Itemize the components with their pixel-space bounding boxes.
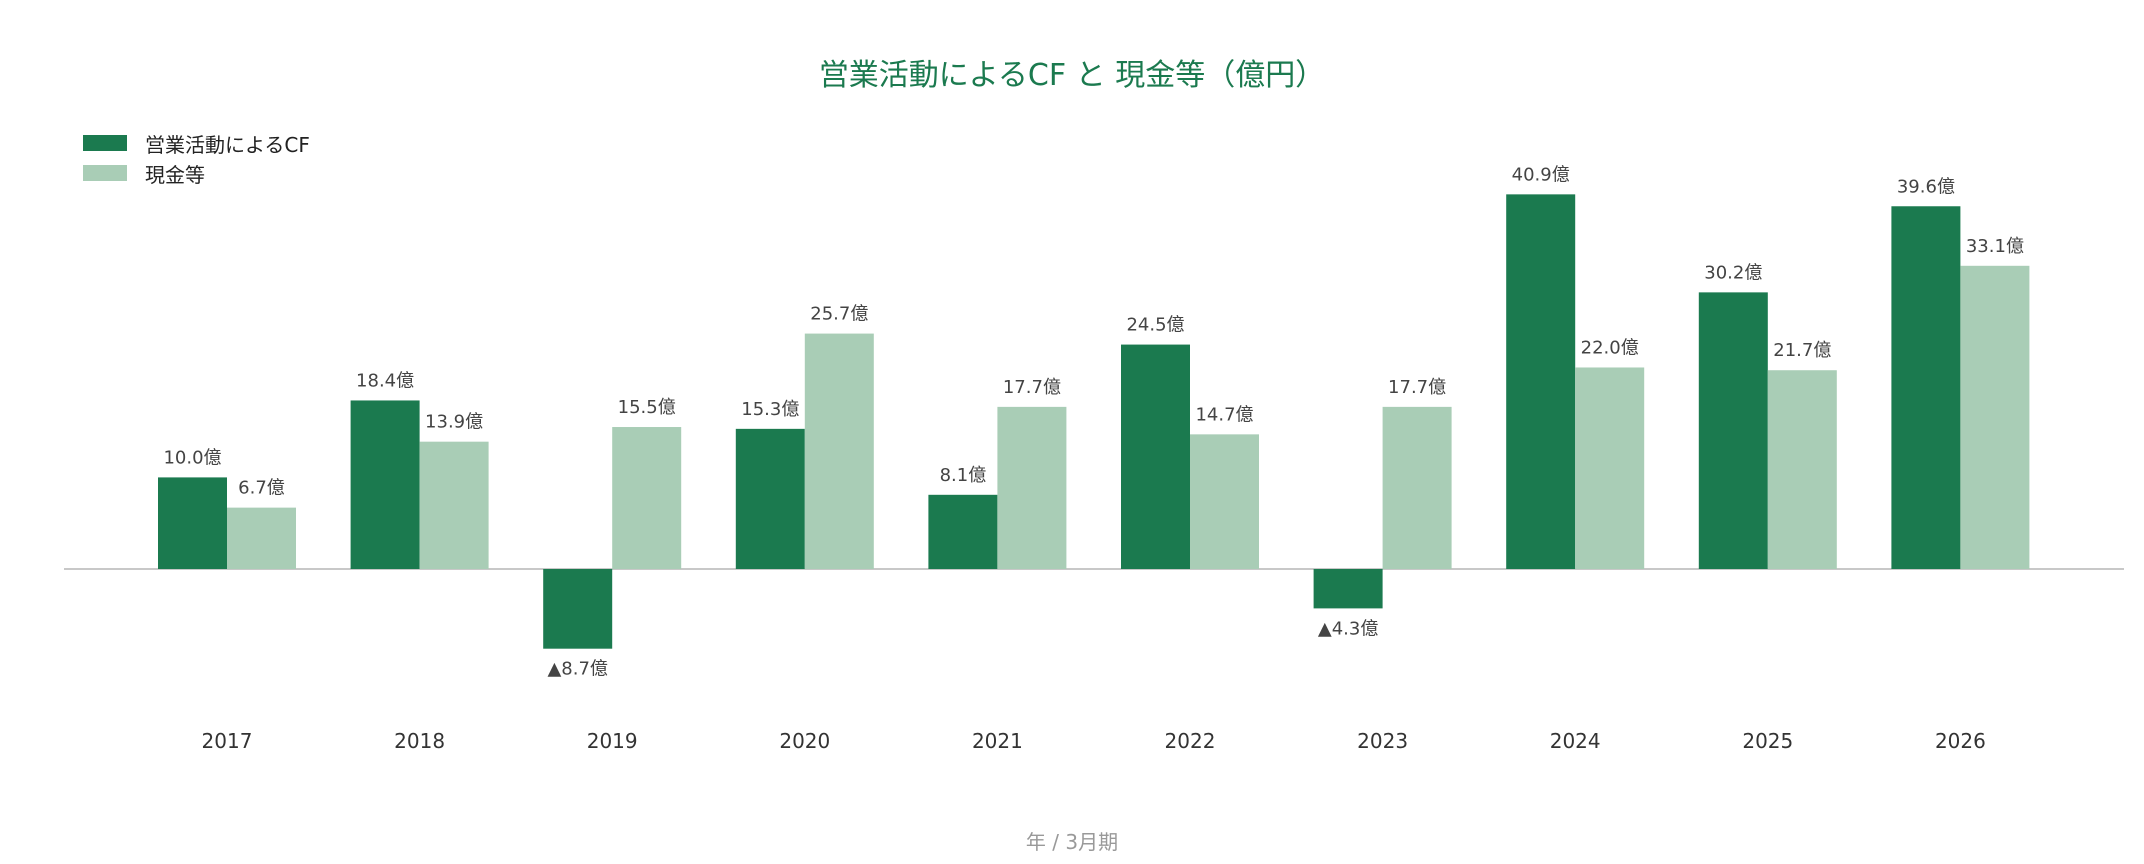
legend-item-operating-cf: 営業活動によるCF: [83, 128, 310, 158]
data-label-cash-2018: 13.9億: [425, 412, 483, 433]
data-label-operating-cf-2020: 15.3億: [741, 399, 799, 420]
x-tick-label-2024: 2024: [1550, 729, 1601, 753]
x-tick-label-2019: 2019: [587, 729, 638, 753]
bar-operating-cf-2024: [1506, 194, 1576, 569]
data-label-cash-2025: 21.7億: [1773, 340, 1831, 361]
data-label-cash-2026: 33.1億: [1966, 236, 2024, 257]
data-label-operating-cf-2025: 30.2億: [1704, 262, 1762, 283]
x-tick-label-2026: 2026: [1935, 729, 1986, 753]
bar-operating-cf-2026: [1891, 206, 1961, 570]
data-label-cash-2019: 15.5億: [618, 397, 676, 418]
data-label-cash-2022: 14.7億: [1195, 404, 1253, 425]
bar-operating-cf-2022: [1121, 344, 1190, 569]
x-tick-label-2018: 2018: [394, 729, 445, 753]
legend-item-cash: 現金等: [83, 158, 310, 188]
data-label-operating-cf-2018: 18.4億: [356, 370, 414, 391]
legend-swatch-operating-cf: [83, 135, 127, 151]
bar-cash-2019: [612, 427, 682, 569]
bar-cash-2017: [227, 507, 296, 569]
x-tick-label-2020: 2020: [779, 729, 830, 753]
x-tick-label-2021: 2021: [972, 729, 1023, 753]
x-tick-label-2025: 2025: [1742, 729, 1793, 753]
bar-operating-cf-2023: [1313, 569, 1383, 609]
bar-operating-cf-2025: [1698, 292, 1768, 569]
legend-swatch-cash: [83, 165, 127, 181]
data-label-operating-cf-2021: 8.1億: [940, 465, 987, 486]
legend-label-cash: 現金等: [145, 162, 205, 187]
x-tick-label-2023: 2023: [1357, 729, 1408, 753]
bar-cash-2023: [1382, 406, 1452, 569]
chart-title: 営業活動によるCF と 現金等（億円）: [818, 58, 1326, 93]
bar-operating-cf-2019: [543, 569, 613, 649]
data-label-operating-cf-2026: 39.6億: [1897, 176, 1955, 197]
x-axis-label: 年 / 3月期: [1025, 830, 1119, 854]
data-label-operating-cf-2017: 10.0億: [163, 447, 221, 468]
bar-cash-2024: [1575, 367, 1645, 569]
legend-label-operating-cf: 営業活動によるCF: [145, 132, 310, 157]
data-label-operating-cf-2022: 24.5億: [1126, 315, 1184, 336]
data-label-operating-cf-2024: 40.9億: [1512, 164, 1570, 185]
data-label-cash-2017: 6.7億: [238, 478, 285, 499]
bar-cash-2018: [419, 441, 489, 569]
data-label-operating-cf-2019: ▲8.7億: [547, 659, 607, 680]
bar-cash-2026: [1960, 265, 2030, 569]
bar-cash-2022: [1190, 434, 1259, 569]
bar-operating-cf-2018: [350, 400, 420, 569]
bar-operating-cf-2017: [158, 477, 227, 569]
data-label-cash-2020: 25.7億: [810, 304, 868, 325]
data-label-cash-2021: 17.7億: [1003, 377, 1061, 398]
bar-cash-2020: [804, 333, 874, 569]
bar-operating-cf-2021: [928, 494, 998, 569]
bar-operating-cf-2020: [735, 428, 805, 569]
x-tick-label-2017: 2017: [202, 729, 253, 753]
data-label-operating-cf-2023: ▲4.3億: [1318, 618, 1378, 639]
bar-cash-2025: [1767, 370, 1837, 569]
x-tick-label-2022: 2022: [1165, 729, 1216, 753]
legend: 営業活動によるCF 現金等: [83, 128, 310, 188]
data-label-cash-2023: 17.7億: [1388, 377, 1446, 398]
bar-cash-2021: [997, 406, 1067, 569]
data-label-cash-2024: 22.0億: [1581, 337, 1639, 358]
